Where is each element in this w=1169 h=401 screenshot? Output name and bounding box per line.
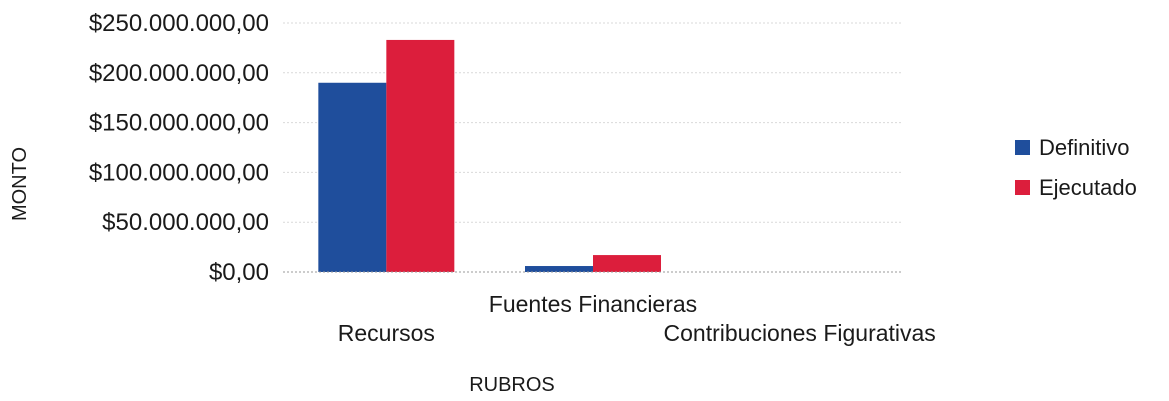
y-tick-label: $100.000.000,00	[89, 159, 269, 186]
axes: $0,00 $50.000.000,00 $100.000.000,00 $150.0…	[9, 10, 936, 396]
y-tick-label: $50.000.000,00	[102, 209, 269, 236]
x-axis-title: RUBROS	[469, 374, 555, 396]
bars	[318, 39, 661, 272]
legend-swatch-definitivo	[1015, 140, 1030, 155]
y-tick-label: $250.000.000,00	[89, 10, 269, 37]
bar-ejecutado-0	[386, 39, 455, 272]
bar-definitivo-1	[525, 266, 593, 272]
x-category-label: Fuentes Financieras	[489, 291, 697, 317]
legend-label-ejecutado: Ejecutado	[1039, 175, 1137, 200]
bar-definitivo-0	[318, 82, 387, 272]
y-tick-label: $200.000.000,00	[89, 60, 269, 87]
legend-swatch-ejecutado	[1015, 180, 1030, 195]
legend-label-definitivo: Definitivo	[1039, 135, 1129, 160]
x-category-label: Contribuciones Figurativas	[664, 320, 936, 346]
legend: Definitivo Ejecutado	[1015, 135, 1137, 200]
y-axis-title: MONTO	[9, 147, 31, 221]
bar-ejecutado-1	[593, 255, 661, 272]
gridlines	[283, 22, 903, 223]
y-tick-label: $0,00	[209, 259, 269, 286]
x-category-label: Recursos	[338, 320, 435, 346]
y-tick-label: $150.000.000,00	[89, 110, 269, 137]
